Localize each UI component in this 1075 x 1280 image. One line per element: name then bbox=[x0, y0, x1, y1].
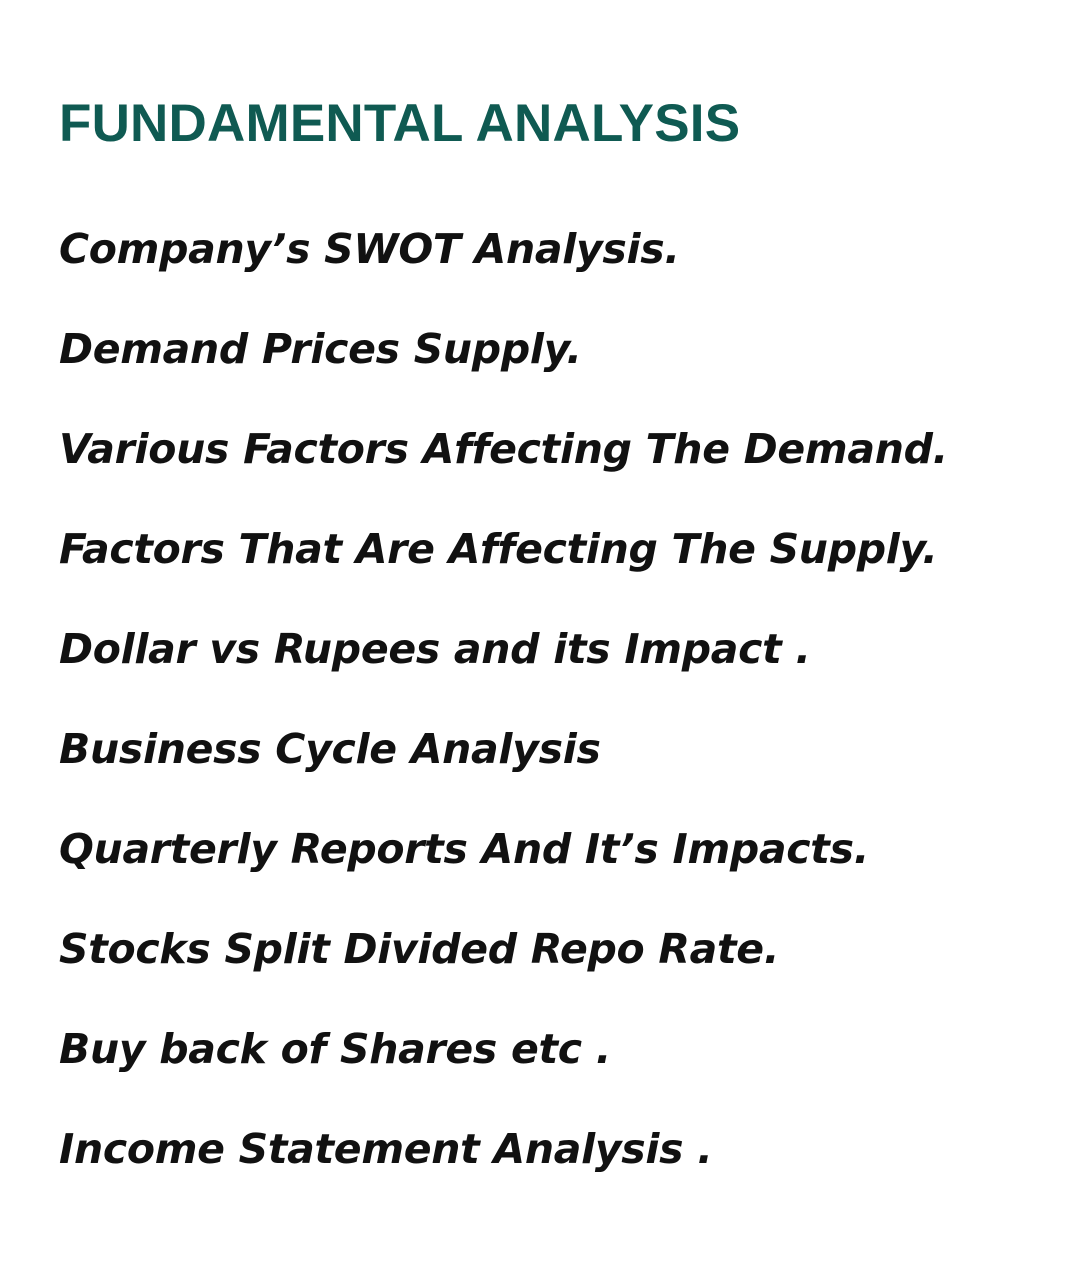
list-item: Income Statement Analysis . bbox=[59, 1125, 713, 1173]
list-item: Various Factors Affecting The Demand. bbox=[59, 425, 948, 473]
list-item: Quarterly Reports And It’s Impacts. bbox=[59, 825, 869, 873]
list-item: Factors That Are Affecting The Supply. bbox=[59, 525, 938, 573]
list-item: Stocks Split Divided Repo Rate. bbox=[59, 925, 780, 973]
list-item: Dollar vs Rupees and its Impact . bbox=[59, 625, 811, 673]
page-title: FUNDAMENTAL ANALYSIS bbox=[59, 94, 741, 153]
list-item: Demand Prices Supply. bbox=[59, 325, 582, 373]
list-item: Buy back of Shares etc . bbox=[59, 1025, 612, 1073]
list-item: Business Cycle Analysis bbox=[59, 725, 601, 773]
list-item: Company’s SWOT Analysis. bbox=[59, 225, 680, 273]
topic-list: Company’s SWOT Analysis. Demand Prices S… bbox=[59, 218, 948, 1218]
